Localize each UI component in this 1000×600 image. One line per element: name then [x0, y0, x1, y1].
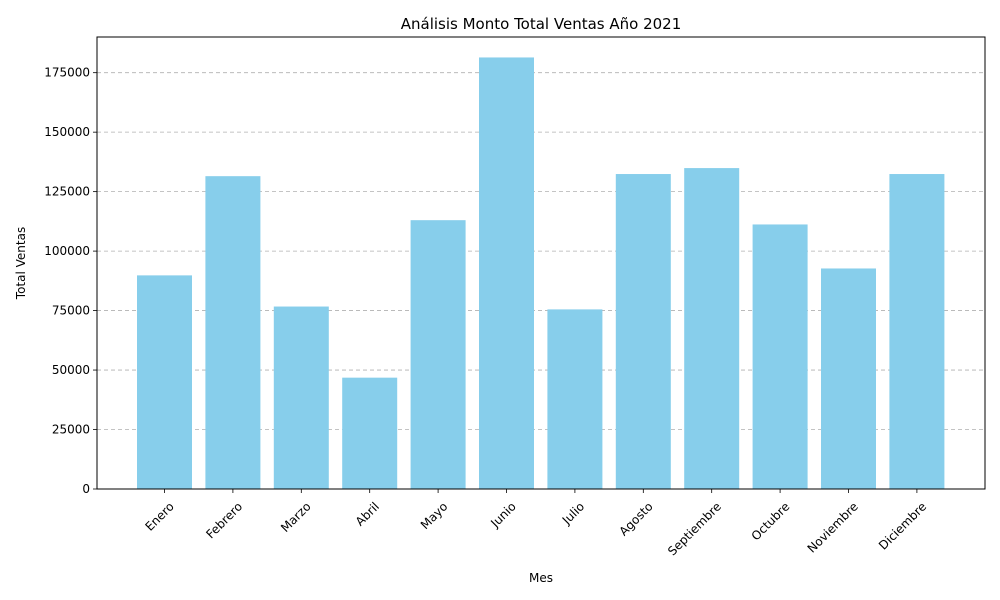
x-axis: Enero Febrero Marzo Abril Mayo Junio Julio Agos…	[142, 489, 929, 558]
bars	[137, 57, 945, 489]
x-tick-label: Octubre	[749, 499, 793, 543]
x-tick-label: Abril	[353, 499, 382, 528]
y-tick-label: 150000	[44, 125, 90, 139]
x-tick-label: Junio	[487, 499, 518, 530]
bar-julio	[547, 309, 603, 489]
bar-octubre	[752, 224, 808, 489]
y-tick-label: 50000	[52, 363, 90, 377]
y-tick-label: 75000	[52, 304, 90, 318]
y-tick-label: 0	[82, 482, 90, 496]
bar-noviembre	[821, 268, 876, 489]
bar-septiembre	[684, 168, 740, 489]
bar-agosto	[615, 174, 671, 489]
bar-diciembre	[889, 174, 945, 489]
y-tick-label: 175000	[44, 66, 90, 80]
bar-febrero	[205, 176, 261, 489]
y-tick-label: 125000	[44, 185, 90, 199]
y-axis-label: Total Ventas	[14, 227, 28, 300]
x-tick-label: Febrero	[203, 499, 245, 541]
y-tick-label: 100000	[44, 244, 90, 258]
x-tick-label: Septiembre	[665, 499, 724, 558]
x-tick-label: Agosto	[616, 499, 655, 538]
x-axis-label: Mes	[529, 571, 553, 585]
bar-enero	[137, 275, 192, 489]
y-axis: 0 25000 50000 75000 100000 125000 150000 175000	[44, 66, 97, 496]
x-tick-label: Enero	[142, 499, 176, 533]
x-tick-label: Julio	[559, 499, 587, 527]
bar-junio	[479, 57, 534, 489]
chart-title: Análisis Monto Total Ventas Año 2021	[401, 15, 682, 33]
x-tick-label: Mayo	[418, 499, 451, 532]
x-tick-label: Diciembre	[876, 499, 929, 552]
plot-frame	[96, 36, 986, 490]
x-tick-label: Noviembre	[805, 499, 861, 555]
y-tick-label: 25000	[52, 423, 90, 437]
bar-marzo	[273, 306, 329, 489]
bar-mayo	[410, 220, 466, 489]
bar-abril	[342, 377, 398, 489]
x-tick-label: Marzo	[278, 499, 314, 535]
